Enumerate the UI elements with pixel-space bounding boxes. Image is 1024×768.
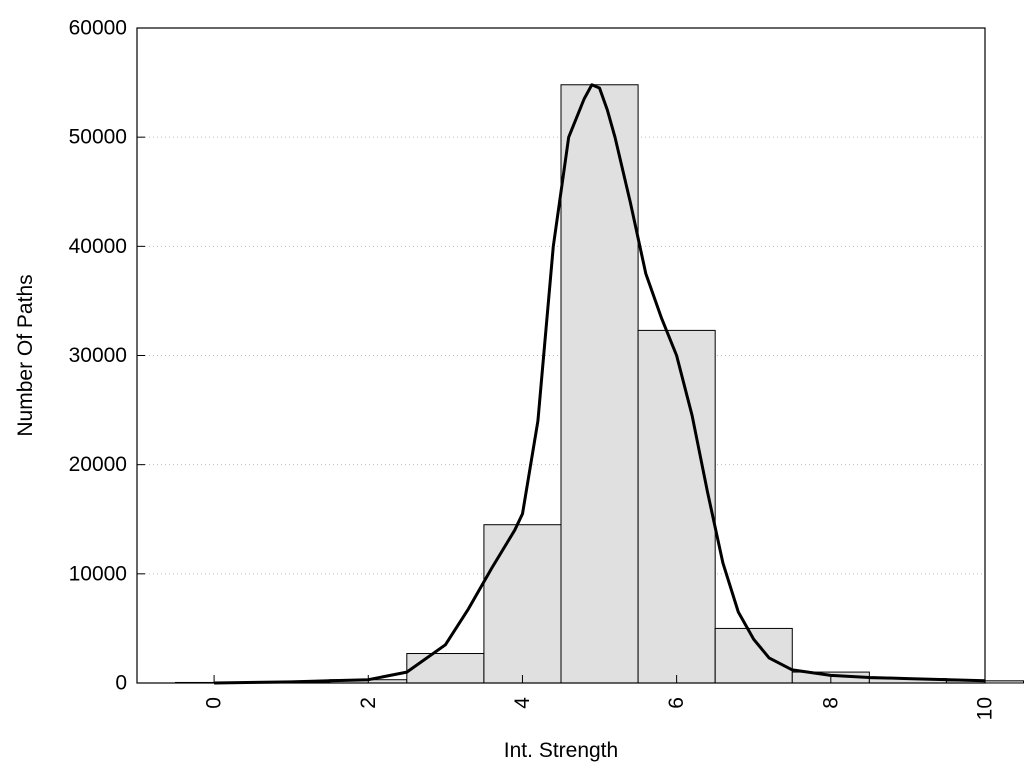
histogram-bar (483, 524, 562, 684)
histogram-bar (637, 329, 716, 684)
x-tick-label: 4 (511, 697, 534, 709)
y-tick-label: 0 (115, 672, 127, 695)
fit-curve (214, 83, 986, 685)
y-tick-label: 50000 (69, 126, 127, 149)
fit-curve-line (214, 83, 986, 685)
y-axis: 0 10000 20000 30000 40000 50000 60000 (69, 17, 145, 695)
y-axis-title: Number Of Paths (14, 274, 37, 436)
x-tick-label: 0 (203, 697, 226, 709)
y-tick-label: 60000 (69, 17, 127, 40)
y-tick-label: 30000 (69, 344, 127, 367)
x-axis-title: Int. Strength (504, 739, 618, 762)
x-tick-label: 10 (974, 697, 997, 720)
y-tick-label: 10000 (69, 562, 127, 585)
histogram-bar (406, 653, 485, 684)
histogram-bars (175, 84, 1024, 684)
y-tick-label: 20000 (69, 453, 127, 476)
histogram-bar (560, 84, 639, 684)
y-tick-label: 40000 (69, 235, 127, 258)
x-tick-label: 6 (665, 697, 688, 709)
x-axis: 0 2 4 6 8 10 (203, 675, 997, 720)
x-tick-label: 2 (357, 697, 380, 709)
x-tick-label: 8 (819, 697, 842, 709)
